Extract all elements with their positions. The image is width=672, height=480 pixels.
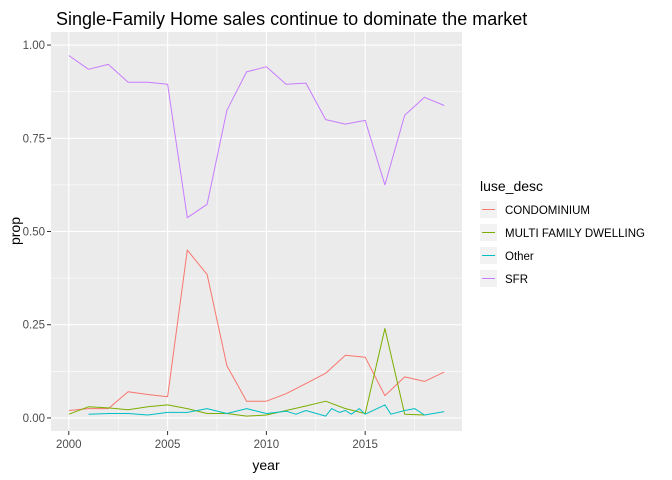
legend-label: SFR	[505, 274, 528, 286]
chart-title: Single-Family Home sales continue to dom…	[56, 9, 527, 29]
series-line-other	[88, 404, 445, 417]
series-line-multi-family-dwelling	[68, 328, 425, 417]
y-tick-label: 1.00	[23, 40, 45, 52]
legend-label: CONDOMINIUM	[505, 205, 590, 217]
y-axis-title: prop	[7, 217, 23, 245]
y-tick-label: 0.00	[23, 413, 45, 425]
major-gridlines	[51, 32, 462, 431]
x-tick-label: 2000	[56, 439, 82, 451]
x-axis-title: year	[252, 457, 280, 473]
y-axis-ticks: 0.00 0.25 0.50 0.75 1.00	[23, 40, 51, 425]
x-tick-label: 2005	[155, 439, 181, 451]
x-tick-label: 2015	[352, 439, 378, 451]
y-tick-label: 0.25	[23, 320, 45, 332]
series-line-condominium	[68, 249, 445, 411]
legend: luse_desc CONDOMINIUM MULTI FAMILY DWELLI…	[480, 178, 645, 287]
legend-items: CONDOMINIUM MULTI FAMILY DWELLING Other SFR	[480, 201, 645, 287]
x-tick-label: 2010	[254, 439, 280, 451]
legend-label: MULTI FAMILY DWELLING	[505, 228, 645, 240]
y-tick-label: 0.50	[23, 227, 45, 239]
series-lines	[68, 55, 445, 417]
legend-label: Other	[505, 251, 534, 263]
y-tick-label: 0.75	[23, 133, 45, 145]
legend-title: luse_desc	[480, 178, 543, 194]
x-axis-ticks: 2000 2005 2010 2015	[56, 431, 378, 451]
series-line-sfr	[68, 55, 445, 219]
